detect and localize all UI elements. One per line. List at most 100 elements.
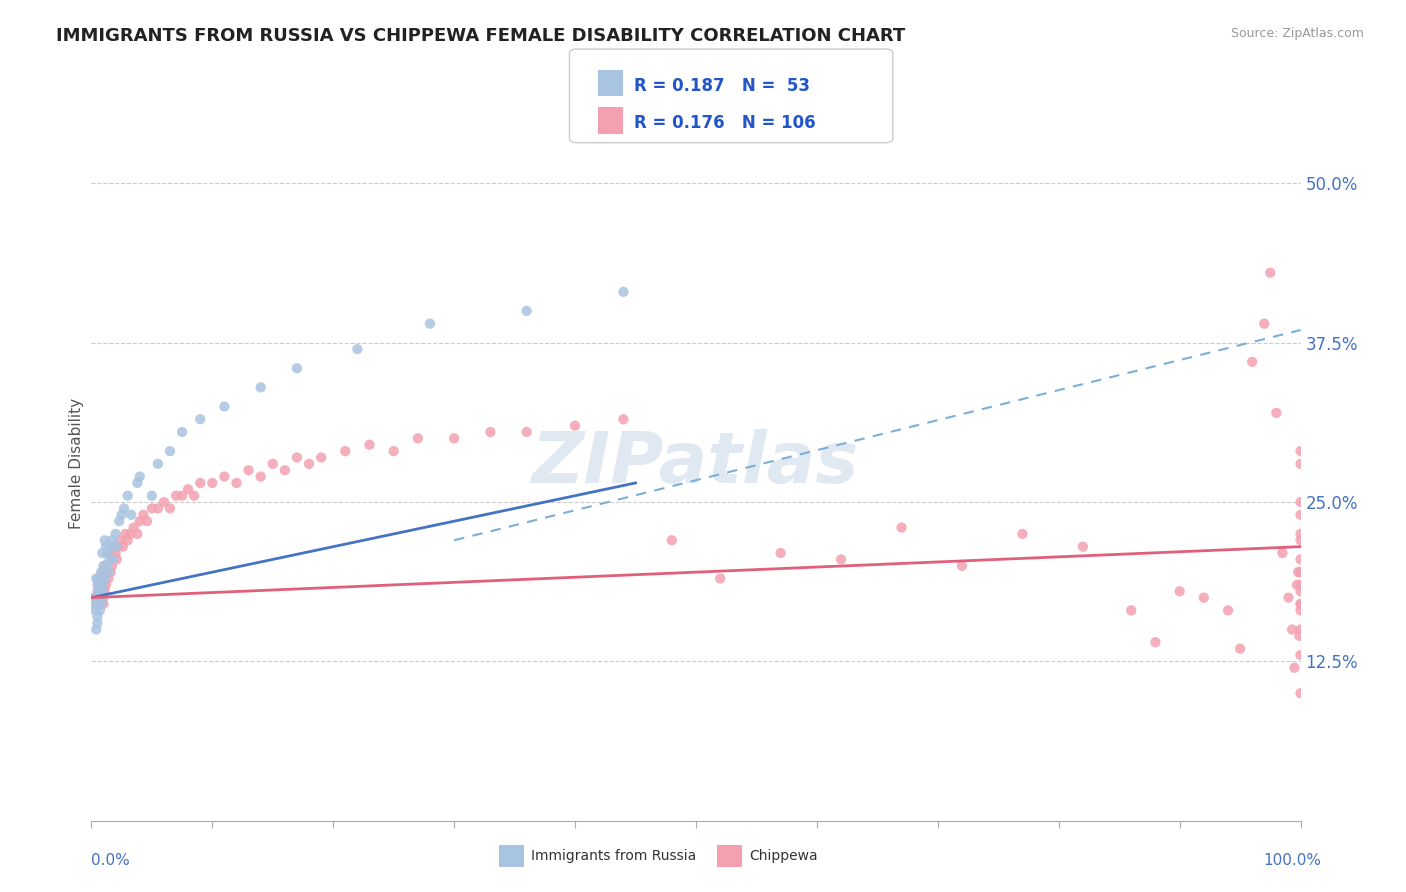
Text: R = 0.187   N =  53: R = 0.187 N = 53 <box>634 77 810 95</box>
Point <box>91 546 114 560</box>
Point <box>1289 686 1312 700</box>
Point <box>146 457 169 471</box>
Point <box>87 578 110 592</box>
Point <box>84 623 107 637</box>
Point <box>1289 578 1312 592</box>
Point <box>107 540 129 554</box>
Point <box>406 431 429 445</box>
Point <box>89 572 111 586</box>
Point <box>183 489 205 503</box>
Point <box>1281 623 1303 637</box>
Point <box>105 540 128 554</box>
Point <box>141 489 163 503</box>
Point <box>238 463 260 477</box>
Point <box>769 546 792 560</box>
Point <box>950 558 973 573</box>
Point <box>225 475 247 490</box>
Point <box>285 450 308 465</box>
Point <box>132 508 155 522</box>
Point <box>94 578 117 592</box>
Point <box>1121 603 1143 617</box>
Point <box>101 558 124 573</box>
Point <box>1229 641 1251 656</box>
Point <box>516 304 538 318</box>
Text: Immigrants from Russia: Immigrants from Russia <box>531 849 697 863</box>
Text: Chippewa: Chippewa <box>749 849 818 863</box>
Point <box>1289 527 1312 541</box>
Point <box>188 475 211 490</box>
Point <box>86 616 108 631</box>
Point <box>419 317 441 331</box>
Point <box>1289 603 1312 617</box>
Point <box>84 572 107 586</box>
Point <box>128 469 150 483</box>
Point <box>479 425 502 439</box>
Point <box>89 572 111 586</box>
Point <box>165 489 187 503</box>
Point <box>87 584 110 599</box>
Point <box>359 438 381 452</box>
Point <box>516 425 538 439</box>
Point <box>1289 444 1312 458</box>
Y-axis label: Female Disability: Female Disability <box>69 398 84 530</box>
Point <box>1011 527 1033 541</box>
Point <box>90 591 112 605</box>
Point <box>96 565 118 579</box>
Point <box>128 514 150 528</box>
Point <box>1289 508 1312 522</box>
Point <box>1289 495 1312 509</box>
Point <box>96 558 118 573</box>
Point <box>1289 623 1312 637</box>
Point <box>1289 565 1312 579</box>
Point <box>262 457 284 471</box>
Point <box>1253 317 1275 331</box>
Point <box>94 540 117 554</box>
Point <box>564 418 586 433</box>
Point <box>90 584 112 599</box>
Point <box>1289 552 1312 566</box>
Point <box>91 578 114 592</box>
Point <box>84 591 107 605</box>
Text: ZIPatlas: ZIPatlas <box>533 429 859 499</box>
Point <box>110 533 132 548</box>
Point <box>612 412 634 426</box>
Point <box>153 495 176 509</box>
Point <box>1285 578 1308 592</box>
Point <box>84 603 107 617</box>
Point <box>1271 546 1294 560</box>
Point <box>214 400 236 414</box>
Point <box>890 520 912 534</box>
Point <box>298 457 321 471</box>
Point <box>98 552 121 566</box>
Point <box>114 527 136 541</box>
Point <box>93 572 115 586</box>
Point <box>108 514 131 528</box>
Point <box>1071 540 1094 554</box>
Point <box>201 475 224 490</box>
Point <box>1289 597 1312 611</box>
Text: 0.0%: 0.0% <box>91 854 131 868</box>
Point <box>87 572 110 586</box>
Point <box>111 540 134 554</box>
Point <box>90 565 112 579</box>
Point <box>335 444 357 458</box>
Point <box>122 520 145 534</box>
Point <box>1289 584 1312 599</box>
Point <box>214 469 236 483</box>
Point <box>103 540 125 554</box>
Point <box>96 546 118 560</box>
Point <box>93 584 115 599</box>
Point <box>97 565 120 579</box>
Point <box>177 483 200 497</box>
Point <box>100 565 122 579</box>
Point <box>89 591 111 605</box>
Point <box>159 501 181 516</box>
Point <box>1192 591 1215 605</box>
Point <box>1260 266 1282 280</box>
Point <box>1288 629 1310 643</box>
Point <box>274 463 297 477</box>
Point <box>1286 565 1309 579</box>
Point <box>93 597 115 611</box>
Point <box>91 572 114 586</box>
Point <box>84 597 107 611</box>
